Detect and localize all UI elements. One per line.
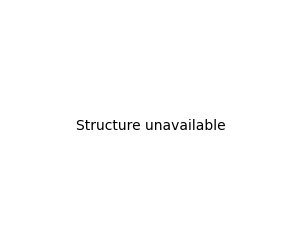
Text: Structure unavailable: Structure unavailable	[76, 119, 225, 133]
